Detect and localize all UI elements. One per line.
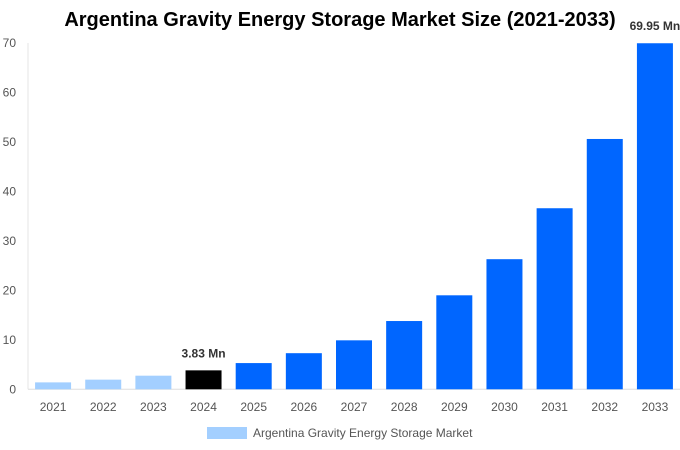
bar-2026 [285, 353, 322, 390]
y-tick-label: 70 [3, 36, 17, 50]
x-tick-label: 2023 [140, 400, 167, 414]
x-tick-label: 2030 [491, 400, 518, 414]
x-tick-label: 2021 [40, 400, 67, 414]
bar-2027 [336, 340, 372, 390]
bar-2031 [536, 208, 573, 390]
legend-swatch [207, 427, 247, 439]
y-tick-label: 50 [3, 135, 17, 149]
x-tick-label: 2022 [90, 400, 117, 414]
x-tick-label: 2028 [391, 400, 418, 414]
bar-2021 [35, 382, 72, 390]
y-tick-label: 30 [3, 234, 17, 248]
x-tick-label: 2033 [642, 400, 669, 414]
bar-2029 [436, 295, 473, 390]
x-tick-label: 2024 [190, 400, 217, 414]
data-label: 69.95 Mn [630, 19, 680, 33]
chart-title: Argentina Gravity Energy Storage Market … [64, 9, 616, 31]
x-tick-label: 2029 [441, 400, 468, 414]
legend-label: Argentina Gravity Energy Storage Market [253, 426, 473, 440]
bar-2023 [135, 375, 172, 390]
y-tick-label: 60 [3, 85, 17, 99]
x-tick-label: 2027 [341, 400, 368, 414]
bar-2028 [386, 321, 423, 390]
data-label: 3.83 Mn [182, 346, 226, 360]
bar-2024 [185, 370, 222, 390]
x-tick-label: 2031 [541, 400, 568, 414]
x-tick-label: 2025 [240, 400, 267, 414]
y-tick-label: 40 [3, 184, 17, 198]
x-tick-label: 2026 [290, 400, 317, 414]
y-tick-label: 20 [3, 283, 17, 297]
bar-2032 [586, 138, 623, 390]
legend: Argentina Gravity Energy Storage Market [207, 426, 472, 440]
bar-2025 [235, 363, 272, 390]
y-tick-label: 0 [9, 382, 16, 396]
bar-2033 [636, 43, 673, 390]
bar-2030 [486, 259, 523, 390]
bar-2022 [85, 379, 122, 390]
x-tick-label: 2032 [591, 400, 618, 414]
y-tick-label: 10 [3, 333, 17, 347]
